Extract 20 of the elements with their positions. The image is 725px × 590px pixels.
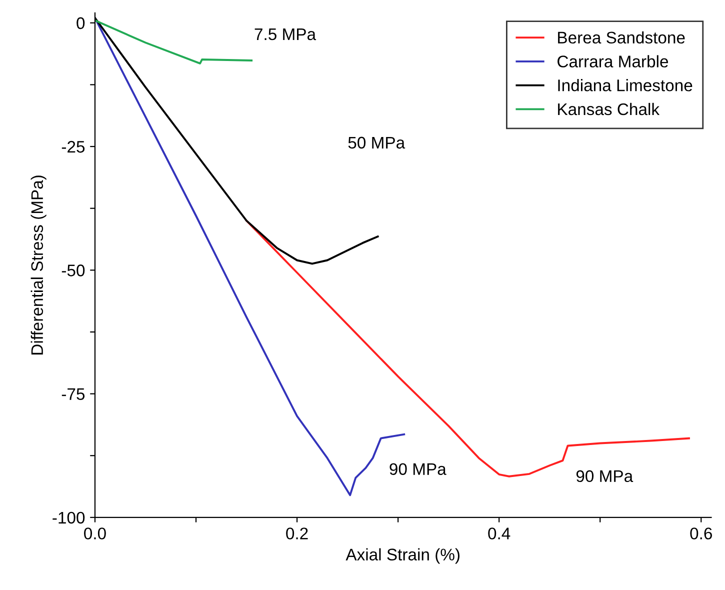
y-axis-title: Differential Stress (MPa)	[30, 176, 46, 354]
x-axis-title: Axial Strain (%)	[346, 548, 460, 564]
y-tick-label: -25	[62, 140, 85, 153]
annotation: 7.5 MPa	[254, 28, 316, 40]
legend-label: Indiana Limestone	[558, 79, 692, 92]
y-tick-label: -50	[62, 264, 85, 276]
legend-label: Kansas Chalk	[558, 102, 660, 116]
x-tick-label: 0.0	[84, 528, 106, 540]
x-tick-label: 0.6	[690, 528, 712, 540]
line-series	[94, 19, 253, 64]
legend-label: Carrara Marble	[558, 55, 668, 68]
x-tick-label: 0.4	[488, 528, 510, 540]
annotation: 90 MPa	[576, 470, 634, 482]
x-tick-label: 0.2	[286, 528, 308, 540]
legend-label: Berea Sandstone	[558, 31, 685, 44]
y-tick-label: -100	[52, 512, 85, 524]
annotation: 90 MPa	[390, 463, 446, 475]
y-tick-label: -75	[62, 388, 85, 400]
annotation: 50 MPa	[348, 136, 406, 149]
y-tick-label: 0	[76, 17, 85, 30]
